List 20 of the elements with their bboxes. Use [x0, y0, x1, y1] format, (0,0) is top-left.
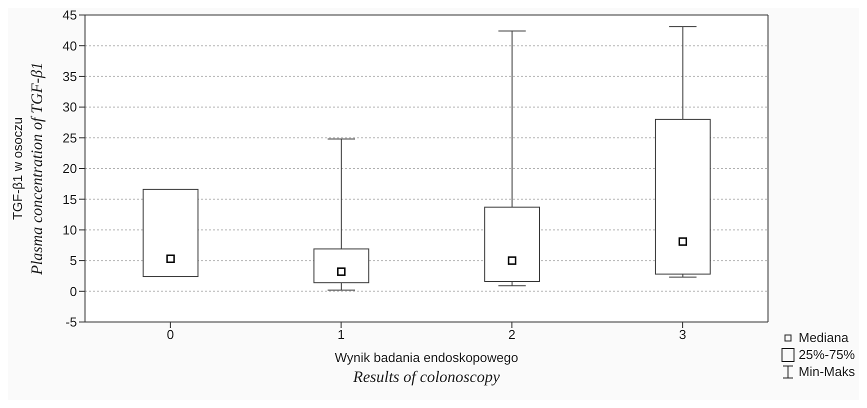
x-tick-label: 0: [166, 327, 174, 342]
text: 25%-75%: [798, 346, 855, 363]
text: Mediana: [798, 329, 848, 346]
x-tick-label: 2: [508, 327, 516, 342]
y-tick-label: 25: [62, 130, 77, 146]
x-tick-label: 3: [679, 327, 686, 342]
y-tick-label: 30: [62, 100, 77, 115]
y-tick-label: -5: [65, 314, 77, 330]
x-axis-title: Wynik badania endoskopowego Results of colonoscopy: [334, 350, 518, 386]
y-tick-label: 10: [62, 222, 77, 238]
y-axis-title: TGF-β1 w osoczu Plasma concentration of TGF-β1: [10, 62, 46, 276]
y-tick-label: 40: [62, 38, 77, 54]
text: Min-Maks: [798, 363, 855, 380]
y-tick-label: 20: [62, 161, 77, 176]
y-tick-label: 0: [70, 284, 77, 299]
y-tick-label: 5: [70, 253, 77, 268]
x-tick-label: 1: [338, 327, 345, 342]
y-tick-label: 15: [62, 192, 77, 207]
y-tick-label: 45: [62, 8, 77, 23]
y-tick-label: 35: [62, 69, 77, 84]
